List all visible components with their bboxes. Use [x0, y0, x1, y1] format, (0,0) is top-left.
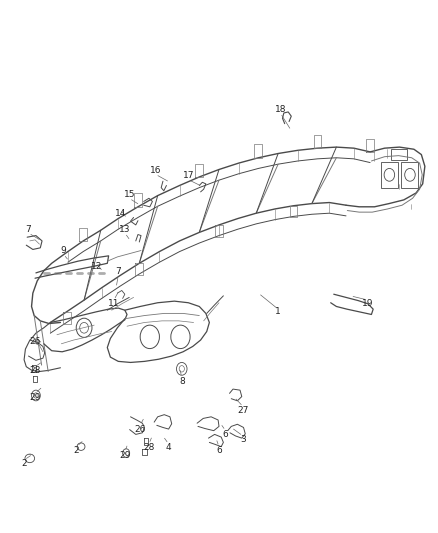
Text: 26: 26 — [29, 337, 41, 345]
Text: 16: 16 — [150, 166, 161, 175]
Bar — [401, 162, 418, 188]
Text: 19: 19 — [362, 300, 374, 308]
Text: 26: 26 — [134, 425, 146, 433]
Text: 18: 18 — [275, 105, 286, 114]
Text: 13: 13 — [119, 225, 131, 233]
Text: 14: 14 — [115, 209, 126, 217]
Text: 2: 2 — [74, 446, 79, 455]
Text: 7: 7 — [25, 225, 32, 233]
Text: 6: 6 — [216, 446, 222, 455]
Text: 29: 29 — [119, 451, 131, 460]
Text: 3: 3 — [240, 435, 246, 444]
Text: 11: 11 — [108, 300, 120, 308]
Text: 12: 12 — [91, 262, 102, 271]
Text: 28: 28 — [29, 366, 41, 375]
Text: 4: 4 — [166, 443, 171, 452]
Text: 17: 17 — [183, 172, 194, 180]
Text: 1: 1 — [275, 308, 281, 316]
Bar — [381, 162, 398, 188]
Bar — [391, 149, 407, 160]
Text: 9: 9 — [60, 246, 67, 255]
Text: 28: 28 — [143, 443, 155, 452]
Text: 6: 6 — [223, 430, 229, 439]
Text: 8: 8 — [179, 377, 185, 385]
Text: 2: 2 — [21, 459, 27, 468]
Text: 15: 15 — [124, 190, 135, 199]
Text: 7: 7 — [115, 268, 121, 276]
Text: 29: 29 — [29, 393, 41, 401]
Text: 27: 27 — [237, 406, 249, 415]
